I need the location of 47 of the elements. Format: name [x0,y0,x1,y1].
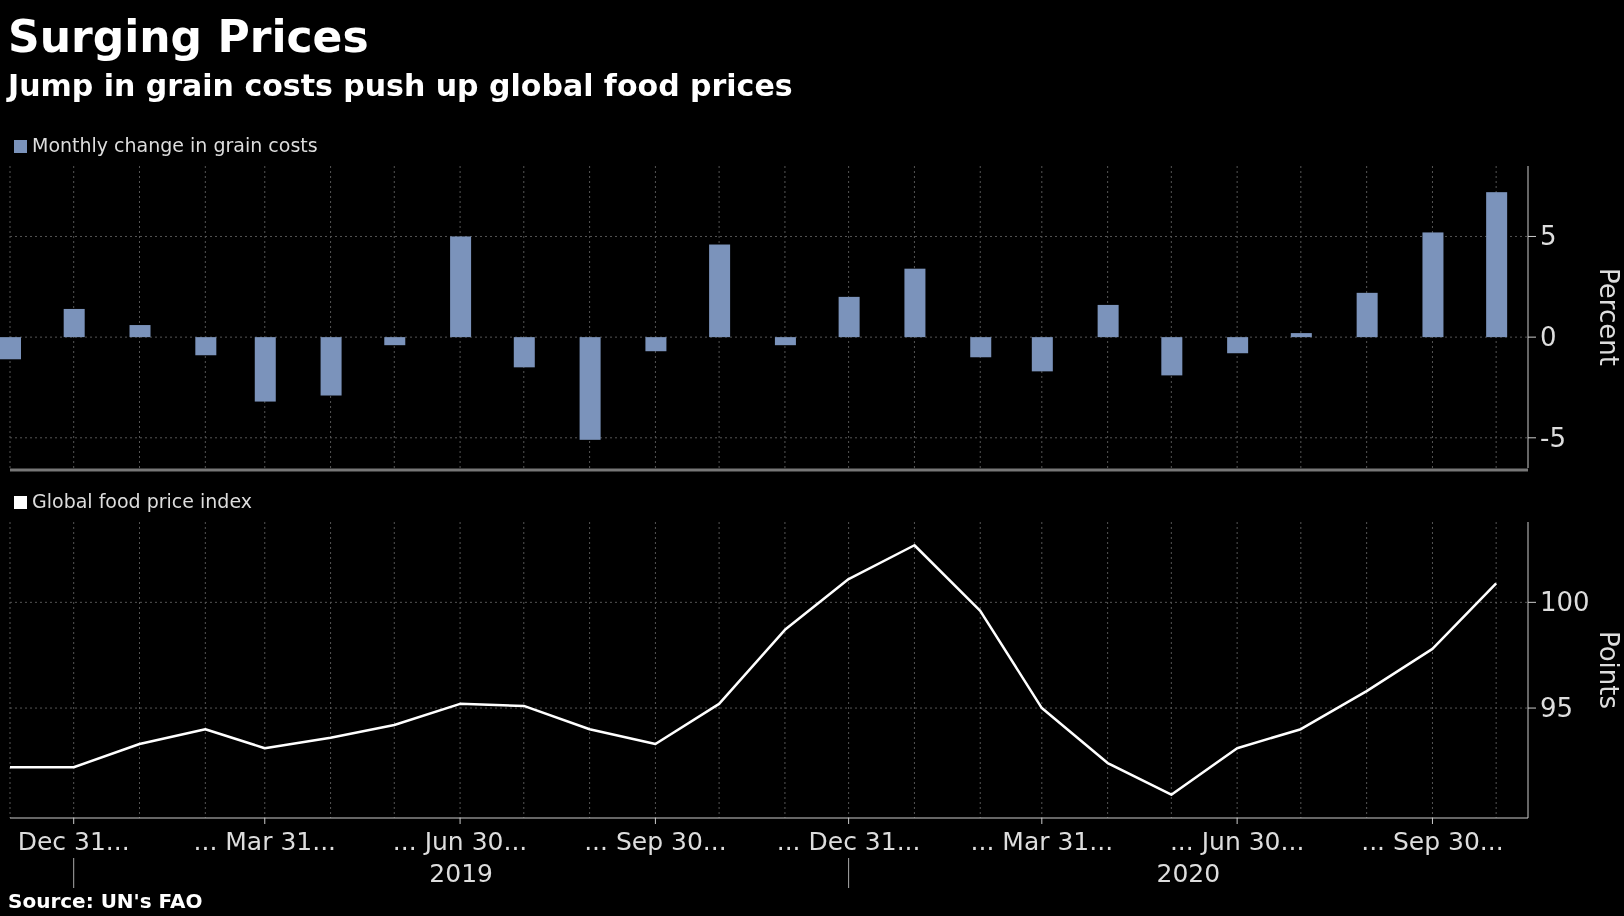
y-tick-label: 5 [1540,221,1557,252]
line-series [8,544,1498,796]
y-axis-title: Points [1594,630,1624,710]
bar [1161,337,1183,376]
bar [904,268,926,338]
y-tick-label: 95 [1540,693,1574,724]
chart-subtitle: Jump in grain costs push up global food prices [6,68,793,103]
x-tick-label: ... Mar 31... [970,827,1114,856]
bar [1290,333,1312,338]
text: 2020 [1156,859,1221,888]
bar [513,337,535,368]
x-tick-label: ... Sep 30... [1361,827,1504,856]
bar [1031,337,1053,372]
bar [774,337,796,346]
x-tick-label: ... Sep 30... [584,827,727,856]
bar [63,308,85,338]
y-tick-label: 100 [1540,587,1590,618]
bar [838,296,860,338]
chart-title: Surging Prices [8,11,369,62]
y-tick-label: 0 [1540,322,1557,353]
y-tick-label: -5 [1540,422,1566,453]
legend-label: Global food price index [32,490,252,512]
bar [645,337,667,352]
bar [320,337,342,396]
bar [1422,232,1444,338]
bar [970,337,992,358]
bar [129,325,151,338]
x-tick-label: ... Dec 31... [776,827,921,856]
y-axis-title: Percent [1594,268,1624,366]
text: 2019 [429,859,493,888]
bar [1097,304,1119,338]
x-tick-label: Dec 31... [17,827,130,856]
x-tick-label: ... Mar 31... [193,827,337,856]
bar [1486,192,1508,338]
bar [709,244,731,338]
source-note: Source: UN's FAO [8,889,203,913]
bar [450,236,472,338]
bar [0,337,21,360]
bar [1356,292,1378,338]
legend-label: Monthly change in grain costs [32,134,318,156]
bar [195,337,217,356]
x-tick-label: ... Jun 30... [392,827,528,856]
x-tick-label: ... Jun 30... [1169,827,1305,856]
bar [254,337,276,402]
bar [384,337,406,346]
bar [579,337,601,440]
bar [1227,337,1249,354]
